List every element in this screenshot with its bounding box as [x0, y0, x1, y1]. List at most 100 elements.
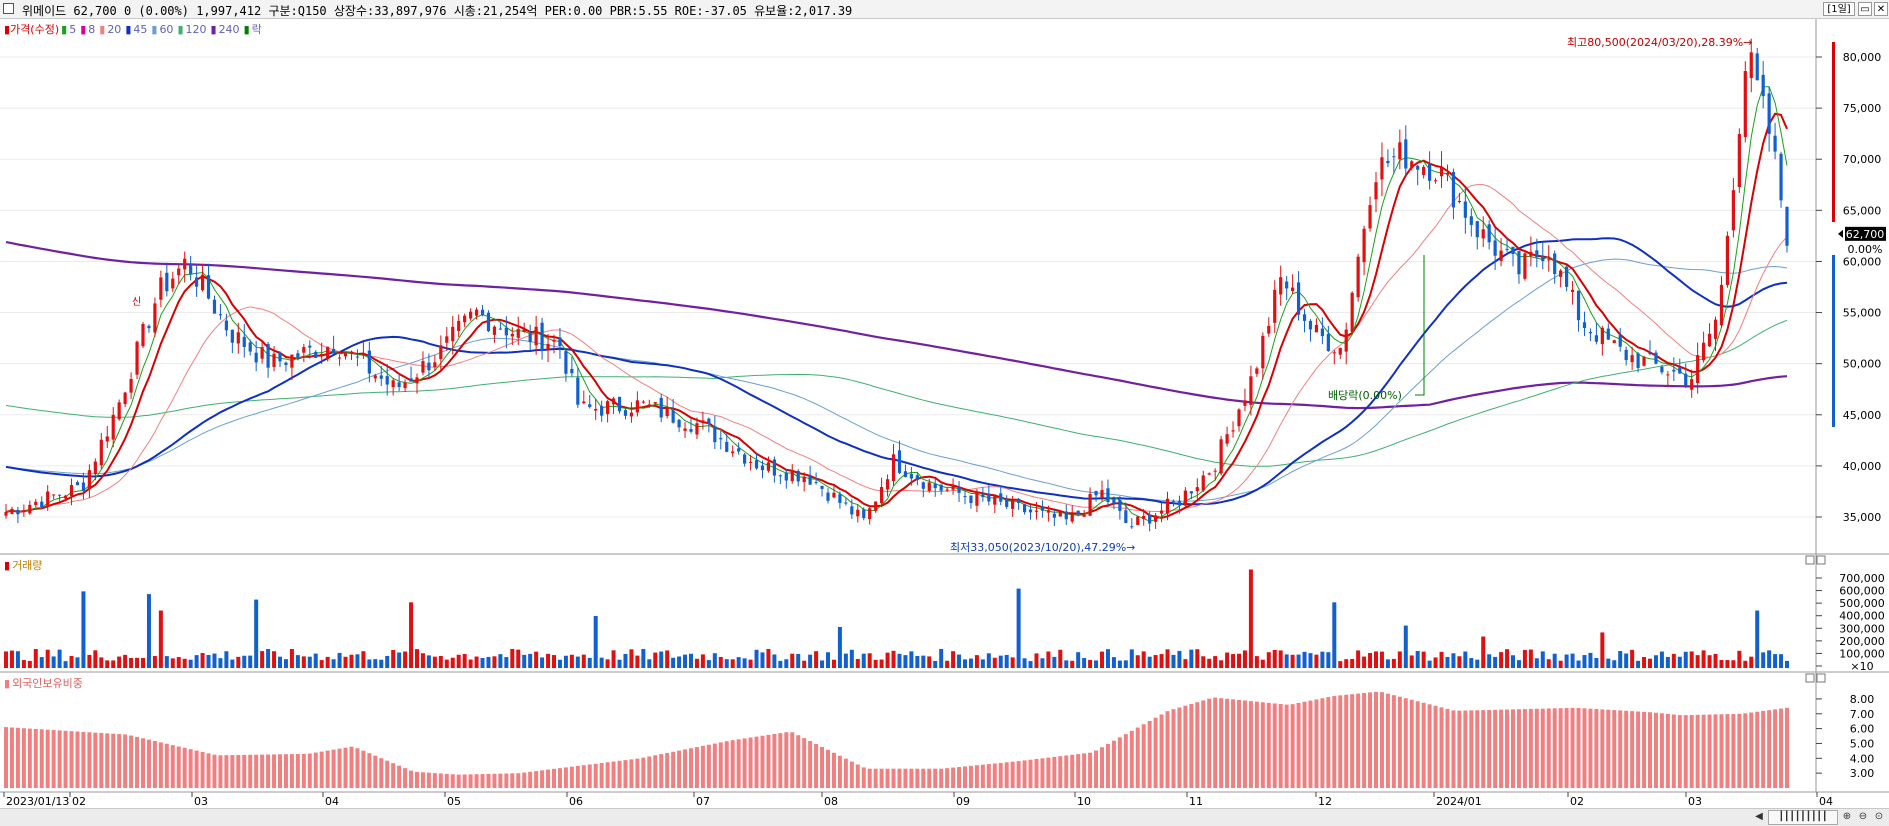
candle-body: [206, 275, 211, 299]
candle-body: [1195, 487, 1199, 492]
foreign-bar: [272, 754, 277, 788]
volume-bar: [432, 656, 437, 668]
foreign-bar: [599, 763, 604, 788]
foreign-bar: [683, 749, 688, 788]
candle-body: [1457, 201, 1461, 203]
candle-body: [1231, 430, 1235, 432]
volume-bar: [1302, 651, 1307, 668]
foreign-bar: [75, 731, 80, 788]
foreign-bar: [653, 755, 658, 788]
volume-bar: [1338, 661, 1343, 668]
volume-bar: [522, 654, 527, 668]
foreign-bar: [194, 750, 199, 788]
foreign-bar: [99, 732, 104, 788]
candle-body: [1332, 352, 1336, 354]
candle-body: [1612, 340, 1616, 343]
candle-body: [1213, 470, 1217, 472]
foreign-bar: [933, 768, 938, 788]
foreign-bar: [105, 733, 110, 788]
foreign-bar: [409, 770, 414, 788]
volume-bar: [254, 599, 259, 668]
x-axis-label: 09: [956, 795, 970, 808]
price-tick-label: 45,000: [1843, 409, 1882, 422]
candle-body: [1499, 250, 1503, 261]
foreign-bar: [1624, 710, 1629, 788]
volume-bar: [1421, 651, 1426, 668]
candle-body: [1112, 499, 1116, 504]
foreign-bar: [998, 762, 1003, 788]
zoom-in-icon[interactable]: ⊕: [1842, 811, 1852, 822]
candle-body: [808, 475, 812, 485]
foreign-bar: [927, 768, 932, 788]
zoom-reset-icon[interactable]: ⊙: [1874, 811, 1884, 822]
scrollbar-thumb[interactable]: ┃┃┃┃┃┃┃┃┃: [1768, 810, 1838, 825]
foreign-bar: [992, 763, 997, 788]
candle-body: [1088, 494, 1092, 516]
low-annotation: 최저33,050(2023/10/20),47.29%→: [950, 541, 1135, 554]
foreign-bar: [1237, 699, 1241, 788]
volume-bar: [1761, 652, 1766, 668]
foreign-bar: [39, 729, 44, 788]
foreign-bar: [367, 753, 372, 788]
volume-bar: [516, 649, 521, 668]
volume-bar: [1237, 653, 1241, 668]
foreign-bar: [57, 730, 62, 788]
candle-body: [230, 329, 234, 343]
foreign-bar: [1391, 695, 1396, 788]
volume-bar: [814, 651, 819, 668]
foreign-bar: [1368, 692, 1373, 788]
foreign-bar: [1457, 710, 1462, 788]
volume-bar: [1653, 655, 1658, 668]
candle-body: [528, 333, 532, 343]
volume-bar: [343, 656, 348, 668]
foreign-bar: [1588, 708, 1593, 788]
candle-body: [1106, 488, 1110, 503]
foreign-bar: [379, 758, 384, 788]
foreign-bar: [939, 768, 944, 788]
foreign-bar: [444, 773, 449, 788]
volume-bar: [1582, 655, 1587, 668]
foreign-bar: [9, 727, 14, 788]
ex-dividend-annotation: 배당락(0.00%): [1328, 389, 1402, 402]
foreign-bar: [432, 773, 437, 788]
candle-body: [766, 462, 771, 471]
volume-bar: [629, 649, 634, 668]
candle-body: [1636, 353, 1640, 368]
foreign-bar: [141, 738, 145, 788]
volume-bar: [1225, 652, 1230, 668]
candle-body: [1017, 499, 1021, 503]
foreign-bar: [778, 733, 783, 788]
volume-bar: [1141, 651, 1146, 668]
candle-body: [153, 303, 157, 333]
volume-tick-label: 400,000: [1839, 610, 1885, 623]
foreign-bar: [135, 736, 140, 788]
foreign-bar: [808, 741, 813, 788]
foreign-bar: [867, 768, 872, 788]
volume-bar: [1356, 650, 1361, 668]
period-button[interactable]: [1일]: [1823, 2, 1855, 16]
volume-bar: [1659, 651, 1664, 668]
candle-body: [469, 311, 473, 319]
volume-bar: [1487, 654, 1492, 668]
candle-body: [1040, 507, 1045, 511]
volume-legend: ▮ 거래량: [4, 559, 43, 572]
foreign-bar: [200, 751, 205, 788]
foreign-bar: [391, 763, 396, 788]
scroll-left-icon[interactable]: ◀: [1755, 811, 1763, 822]
legend-item: ▮ 락: [243, 23, 262, 36]
foreign-bar: [712, 743, 717, 788]
close-icon[interactable]: ✕: [1874, 2, 1888, 16]
volume-bar: [587, 657, 592, 668]
stock-chart[interactable]: 80,000 75,000 70,000 65,000 60,000 55,000 50,0…: [0, 19, 1889, 808]
checkbox-icon[interactable]: [3, 3, 14, 14]
legend-item: ▮ 60: [151, 23, 174, 36]
volume-bar: [617, 659, 622, 668]
foreign-bar: [617, 760, 622, 788]
x-axis-label: 2023/01/13: [6, 795, 69, 808]
foreign-bar: [897, 768, 902, 788]
zoom-out-icon[interactable]: ⊖: [1858, 811, 1868, 822]
foreign-bar: [1552, 708, 1557, 788]
foreign-bar: [1183, 705, 1188, 788]
minimize-icon[interactable]: ▭: [1858, 2, 1872, 16]
candle-body: [1136, 516, 1140, 525]
